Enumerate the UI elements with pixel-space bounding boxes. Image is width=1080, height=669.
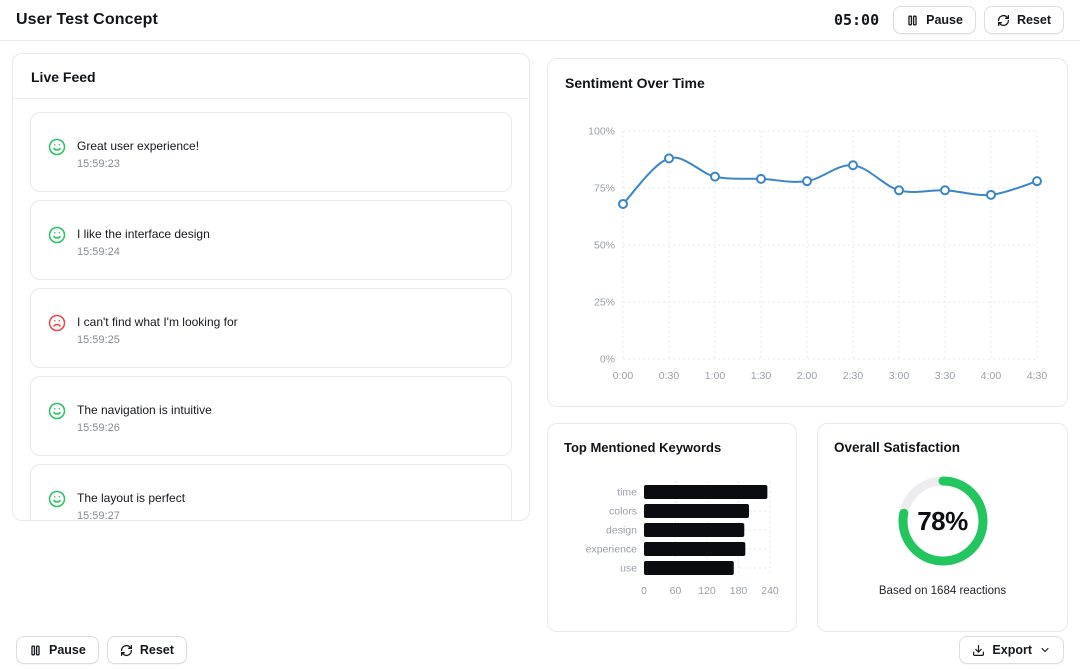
export-button[interactable]: Export — [959, 636, 1064, 664]
svg-text:25%: 25% — [594, 297, 615, 309]
footer: Pause Reset Export — [0, 632, 1080, 669]
svg-text:time: time — [617, 487, 637, 499]
reset-button-label: Reset — [1016, 13, 1051, 27]
smile-icon — [48, 490, 66, 508]
sentiment-title: Sentiment Over Time — [565, 75, 705, 91]
live-feed-list: Great user experience! 15:59:23 I like the… — [13, 99, 529, 520]
footer-pause-button[interactable]: Pause — [16, 636, 99, 664]
feed-item-time: 15:59:26 — [77, 422, 120, 435]
feed-item-body: The navigation is intuitive 15:59:26 — [77, 403, 212, 434]
feed-item: The navigation is intuitive 15:59:26 — [30, 376, 512, 456]
refresh-icon — [997, 14, 1010, 27]
live-feed-panel: Live Feed Great user experience! 15:59:23… — [12, 53, 530, 521]
feed-item-body: I like the interface design 15:59:24 — [77, 227, 210, 258]
sentiment-line-chart: 0:00 0:30 1:00 1:30 2:00 2:30 3:00 3:30 4:00 4:30… — [588, 126, 1048, 383]
svg-text:use: use — [620, 563, 637, 575]
svg-text:1:30: 1:30 — [751, 370, 772, 382]
feed-item-text: Great user experience! — [77, 139, 200, 153]
reset-button[interactable]: Reset — [983, 6, 1064, 34]
svg-text:1:00: 1:00 — [705, 370, 726, 382]
feed-item-text: The navigation is intuitive — [77, 403, 212, 417]
feed-item-text: The layout is perfect — [77, 491, 186, 505]
satisfaction-caption: Based on 1684 reactions — [878, 585, 1007, 597]
smile-icon — [48, 226, 66, 244]
feed-item: The layout is perfect 15:59:27 — [30, 464, 512, 520]
download-icon — [972, 644, 985, 657]
feed-item-time: 15:59:23 — [77, 158, 120, 171]
footer-pause-label: Pause — [49, 643, 86, 657]
feed-item: Great user experience! 15:59:23 — [30, 112, 512, 192]
chevron-down-icon — [1039, 644, 1051, 656]
svg-text:2:30: 2:30 — [843, 370, 864, 382]
frown-icon — [48, 314, 66, 332]
bottom-row: Top Mentioned Keywords 0 60 120 180 240 time c… — [547, 423, 1068, 632]
svg-text:0%: 0% — [600, 354, 615, 366]
feed-item: I like the interface design 15:59:24 — [30, 200, 512, 280]
live-feed-title: Live Feed — [13, 54, 529, 99]
donut-chart — [898, 476, 987, 566]
keywords-title: Top Mentioned Keywords — [564, 440, 722, 455]
refresh-icon — [120, 644, 133, 657]
svg-text:180: 180 — [730, 585, 748, 597]
countdown-timer: 05:00 — [833, 11, 880, 29]
pause-button[interactable]: Pause — [893, 6, 976, 34]
feed-item-time: 15:59:27 — [77, 510, 120, 520]
svg-text:colors: colors — [609, 506, 637, 518]
svg-text:3:30: 3:30 — [935, 370, 956, 382]
svg-text:0: 0 — [641, 585, 647, 597]
svg-text:75%: 75% — [594, 183, 615, 195]
svg-text:240: 240 — [761, 585, 779, 597]
smile-icon — [48, 402, 66, 420]
svg-text:50%: 50% — [594, 240, 615, 252]
main-content: Live Feed Great user experience! 15:59:23… — [0, 41, 1080, 632]
pause-icon — [906, 14, 919, 27]
feed-item-body: I can't find what I'm looking for 15:59:2… — [77, 315, 238, 346]
pause-icon — [29, 644, 42, 657]
export-button-label: Export — [992, 643, 1032, 657]
keywords-panel: Top Mentioned Keywords 0 60 120 180 240 time c… — [547, 423, 797, 632]
feed-item: I can't find what I'm looking for 15:59:2… — [30, 288, 512, 368]
smile-icon — [48, 138, 66, 156]
feed-item-time: 15:59:25 — [77, 334, 120, 347]
keywords-bar-chart: 0 60 120 180 240 time colors design experience us… — [586, 481, 779, 597]
feed-item-time: 15:59:24 — [77, 246, 120, 259]
feed-item-body: Great user experience! 15:59:23 — [77, 139, 199, 170]
svg-text:3:00: 3:00 — [889, 370, 910, 382]
satisfaction-panel: Overall Satisfaction 78% Based on 1684 r… — [817, 423, 1068, 632]
svg-text:120: 120 — [698, 585, 716, 597]
footer-reset-button[interactable]: Reset — [106, 636, 187, 664]
satisfaction-value: 78% — [917, 505, 968, 536]
feed-item-text: I like the interface design — [77, 227, 210, 241]
footer-reset-label: Reset — [139, 643, 174, 657]
svg-text:experience: experience — [586, 544, 638, 556]
svg-text:design: design — [606, 525, 637, 537]
svg-text:60: 60 — [670, 585, 682, 597]
svg-text:2:00: 2:00 — [797, 370, 818, 382]
svg-text:0:30: 0:30 — [659, 370, 680, 382]
sentiment-panel: Sentiment Over Time 0:00 0:30 1:00 1:30 2:00… — [547, 58, 1068, 407]
right-column: Sentiment Over Time 0:00 0:30 1:00 1:30 2:00… — [547, 58, 1068, 632]
svg-text:0:00: 0:00 — [613, 370, 634, 382]
svg-text:4:00: 4:00 — [981, 370, 1002, 382]
pause-button-label: Pause — [926, 13, 963, 27]
header: User Test Concept 05:00 Pause Reset — [0, 0, 1080, 41]
satisfaction-title: Overall Satisfaction — [834, 440, 961, 455]
svg-text:100%: 100% — [588, 126, 615, 138]
feed-item-text: I can't find what I'm looking for — [77, 315, 238, 329]
satisfaction-donut: 78% — [893, 471, 993, 571]
svg-text:4:30: 4:30 — [1027, 370, 1048, 382]
page-title: User Test Concept — [16, 11, 158, 28]
feed-item-body: The layout is perfect 15:59:27 — [77, 491, 185, 520]
